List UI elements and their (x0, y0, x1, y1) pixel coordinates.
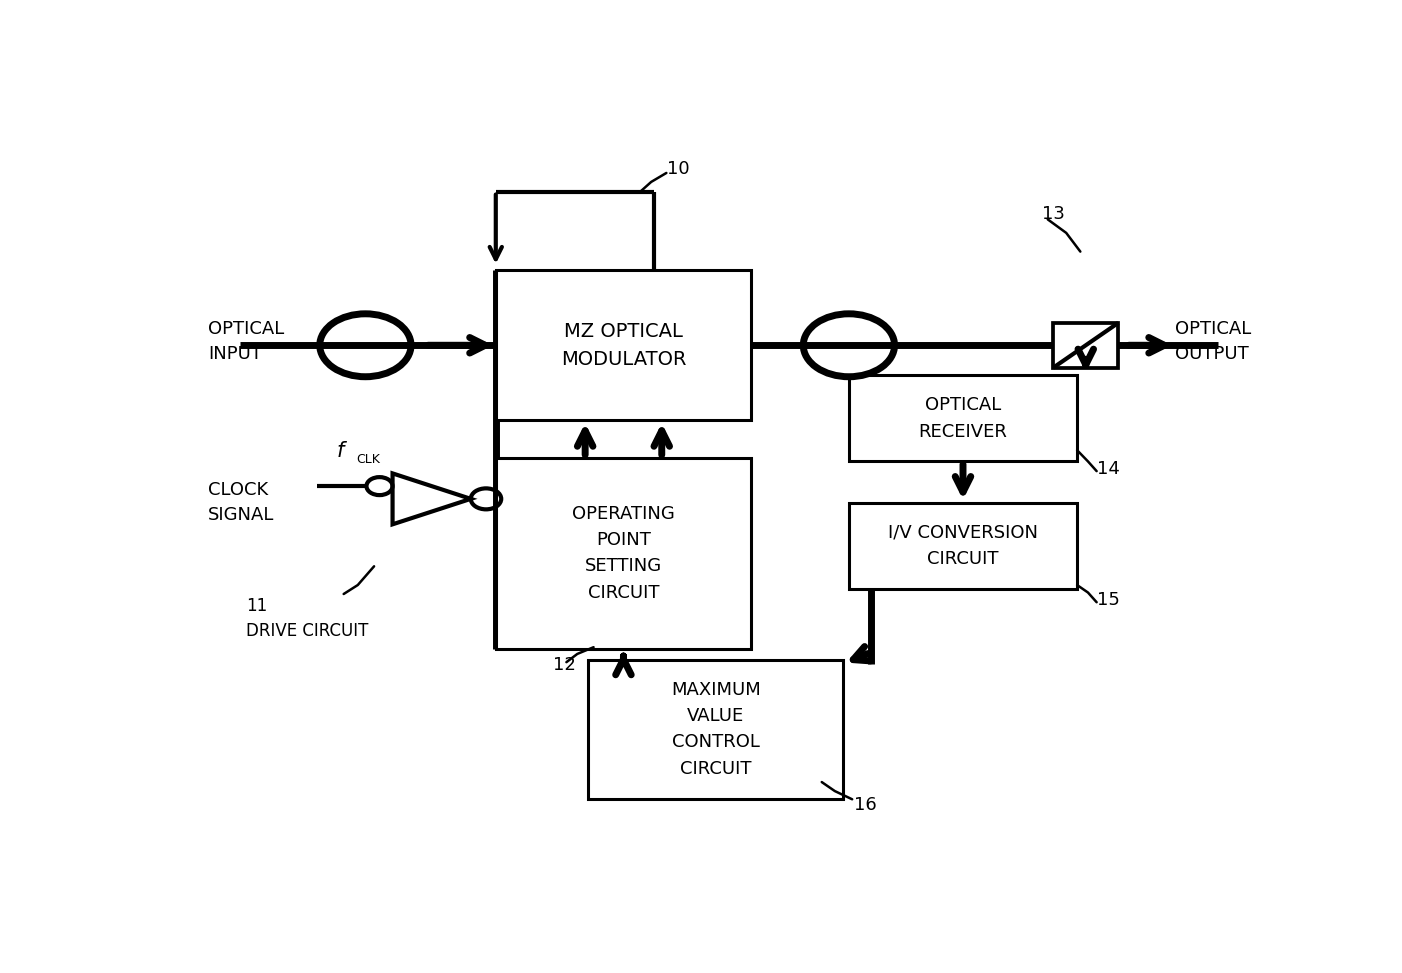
Bar (848, 503, 1077, 589)
Text: 16: 16 (854, 796, 878, 813)
Text: CLK: CLK (356, 452, 380, 466)
Text: OPTICAL
RECEIVER: OPTICAL RECEIVER (918, 396, 1008, 441)
Bar (589, 660, 844, 799)
Text: I/V CONVERSION
CIRCUIT: I/V CONVERSION CIRCUIT (887, 523, 1037, 568)
Text: OPERATING
POINT
SETTING
CIRCUIT: OPERATING POINT SETTING CIRCUIT (572, 505, 674, 601)
Bar (1053, 323, 1119, 368)
Text: 14: 14 (1096, 460, 1120, 478)
Text: 15: 15 (1096, 591, 1120, 609)
Bar (848, 376, 1077, 461)
Text: MZ OPTICAL
MODULATOR: MZ OPTICAL MODULATOR (561, 322, 686, 369)
Bar (496, 270, 751, 420)
Text: 11
DRIVE CIRCUIT: 11 DRIVE CIRCUIT (245, 597, 369, 640)
Text: 12: 12 (554, 656, 576, 674)
Text: OPTICAL
INPUT: OPTICAL INPUT (207, 320, 285, 363)
Text: $f$: $f$ (336, 442, 348, 461)
Text: MAXIMUM
VALUE
CONTROL
CIRCUIT: MAXIMUM VALUE CONTROL CIRCUIT (672, 681, 761, 777)
Bar (496, 457, 751, 649)
Text: 13: 13 (1042, 205, 1066, 223)
Text: OPTICAL
OUTPUT: OPTICAL OUTPUT (1175, 320, 1251, 363)
Text: CLOCK
SIGNAL: CLOCK SIGNAL (207, 481, 275, 524)
Text: 10: 10 (667, 161, 690, 178)
